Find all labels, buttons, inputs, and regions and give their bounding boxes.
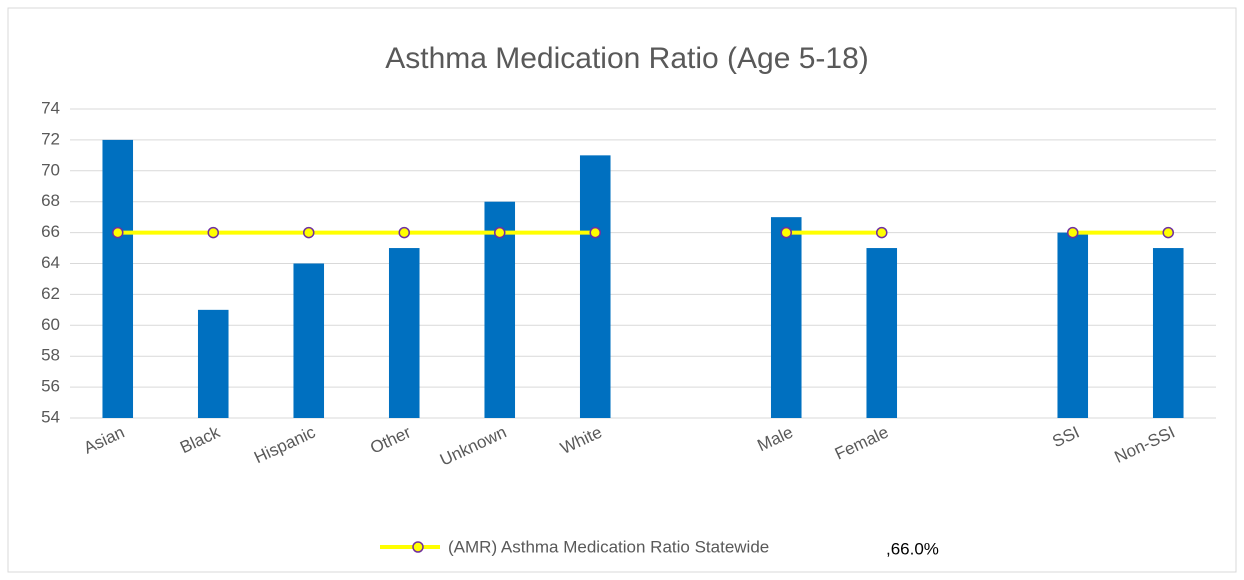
y-tick-label: 72	[41, 129, 60, 148]
y-tick-label: 58	[41, 346, 60, 365]
line-marker	[780, 226, 792, 239]
bar	[197, 309, 229, 418]
line-marker	[207, 226, 219, 239]
y-tick-label: 68	[41, 191, 60, 210]
line-marker	[1162, 226, 1174, 239]
chart-frame	[7, 7, 1237, 573]
bar	[1152, 248, 1184, 418]
line-marker	[1067, 226, 1079, 239]
legend-label: (AMR) Asthma Medication Ratio Statewide	[448, 537, 769, 556]
line-marker	[398, 226, 410, 239]
legend-marker	[412, 541, 424, 553]
line-marker	[303, 226, 315, 239]
y-tick-label: 64	[41, 253, 60, 272]
line-marker	[589, 226, 601, 239]
bar	[293, 263, 325, 418]
y-tick-label: 74	[41, 98, 60, 117]
line-marker	[494, 226, 506, 239]
y-tick-label: 60	[41, 315, 60, 334]
bar	[770, 217, 802, 418]
bar	[388, 248, 420, 418]
chart-title: Asthma Medication Ratio (Age 5-18)	[385, 42, 869, 75]
y-tick-label: 70	[41, 160, 60, 179]
y-tick-label: 56	[41, 377, 60, 396]
line-marker	[876, 226, 888, 239]
y-tick-label: 54	[41, 407, 60, 426]
bar	[579, 155, 611, 418]
legend-note: ,66.0%	[886, 539, 939, 558]
bar	[1057, 232, 1089, 418]
line-marker	[112, 226, 124, 239]
y-tick-label: 62	[41, 284, 60, 303]
bar	[102, 139, 134, 418]
bar	[866, 248, 898, 418]
y-tick-label: 66	[41, 222, 60, 241]
